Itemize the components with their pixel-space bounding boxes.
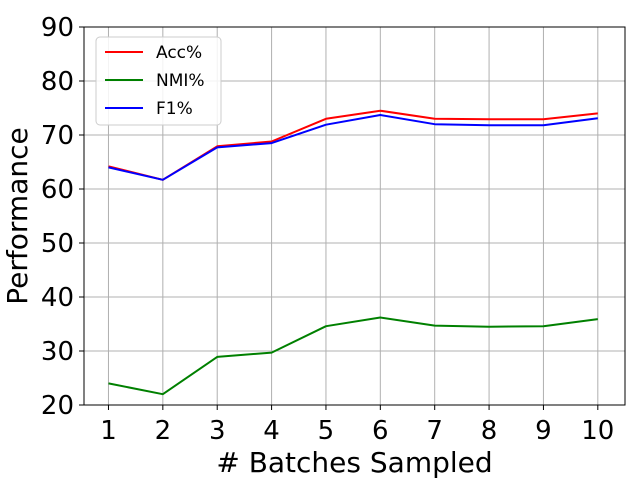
axis-ticks: 1 2 3 4 5 6 7 8 9 10 20 30 40 50 60 70 80 90 bbox=[41, 13, 614, 446]
y-tick-label: 70 bbox=[41, 121, 74, 151]
x-tick-label: 3 bbox=[209, 416, 226, 446]
y-tick-label: 50 bbox=[41, 229, 74, 259]
y-tick-label: 40 bbox=[41, 283, 74, 313]
x-tick-label: 5 bbox=[318, 416, 335, 446]
x-tick-label: 9 bbox=[535, 416, 552, 446]
legend-label: Acc% bbox=[156, 43, 202, 63]
x-axis-title: # Batches Sampled bbox=[216, 446, 492, 479]
y-tick-label: 20 bbox=[41, 391, 74, 421]
y-tick-label: 60 bbox=[41, 175, 74, 205]
legend-label: F1% bbox=[156, 99, 193, 119]
series-line-nmi bbox=[108, 316, 598, 396]
legend: Acc% NMI% F1% bbox=[95, 36, 222, 126]
x-tick-label: 1 bbox=[100, 416, 117, 446]
legend-label: NMI% bbox=[156, 71, 205, 91]
series-line-f1 bbox=[108, 114, 598, 181]
y-axis-title: Performance bbox=[1, 127, 34, 304]
x-tick-label: 7 bbox=[426, 416, 443, 446]
x-tick-label: 8 bbox=[481, 416, 498, 446]
x-tick-label: 4 bbox=[263, 416, 280, 446]
x-tick-label: 2 bbox=[155, 416, 172, 446]
legend-box bbox=[95, 36, 222, 126]
series-lines bbox=[108, 109, 598, 396]
plot-frame bbox=[83, 26, 626, 406]
x-tick-label: 10 bbox=[581, 416, 614, 446]
y-tick-label: 90 bbox=[41, 13, 74, 43]
x-tick-label: 6 bbox=[372, 416, 389, 446]
y-tick-label: 30 bbox=[41, 337, 74, 367]
y-tick-label: 80 bbox=[41, 67, 74, 97]
